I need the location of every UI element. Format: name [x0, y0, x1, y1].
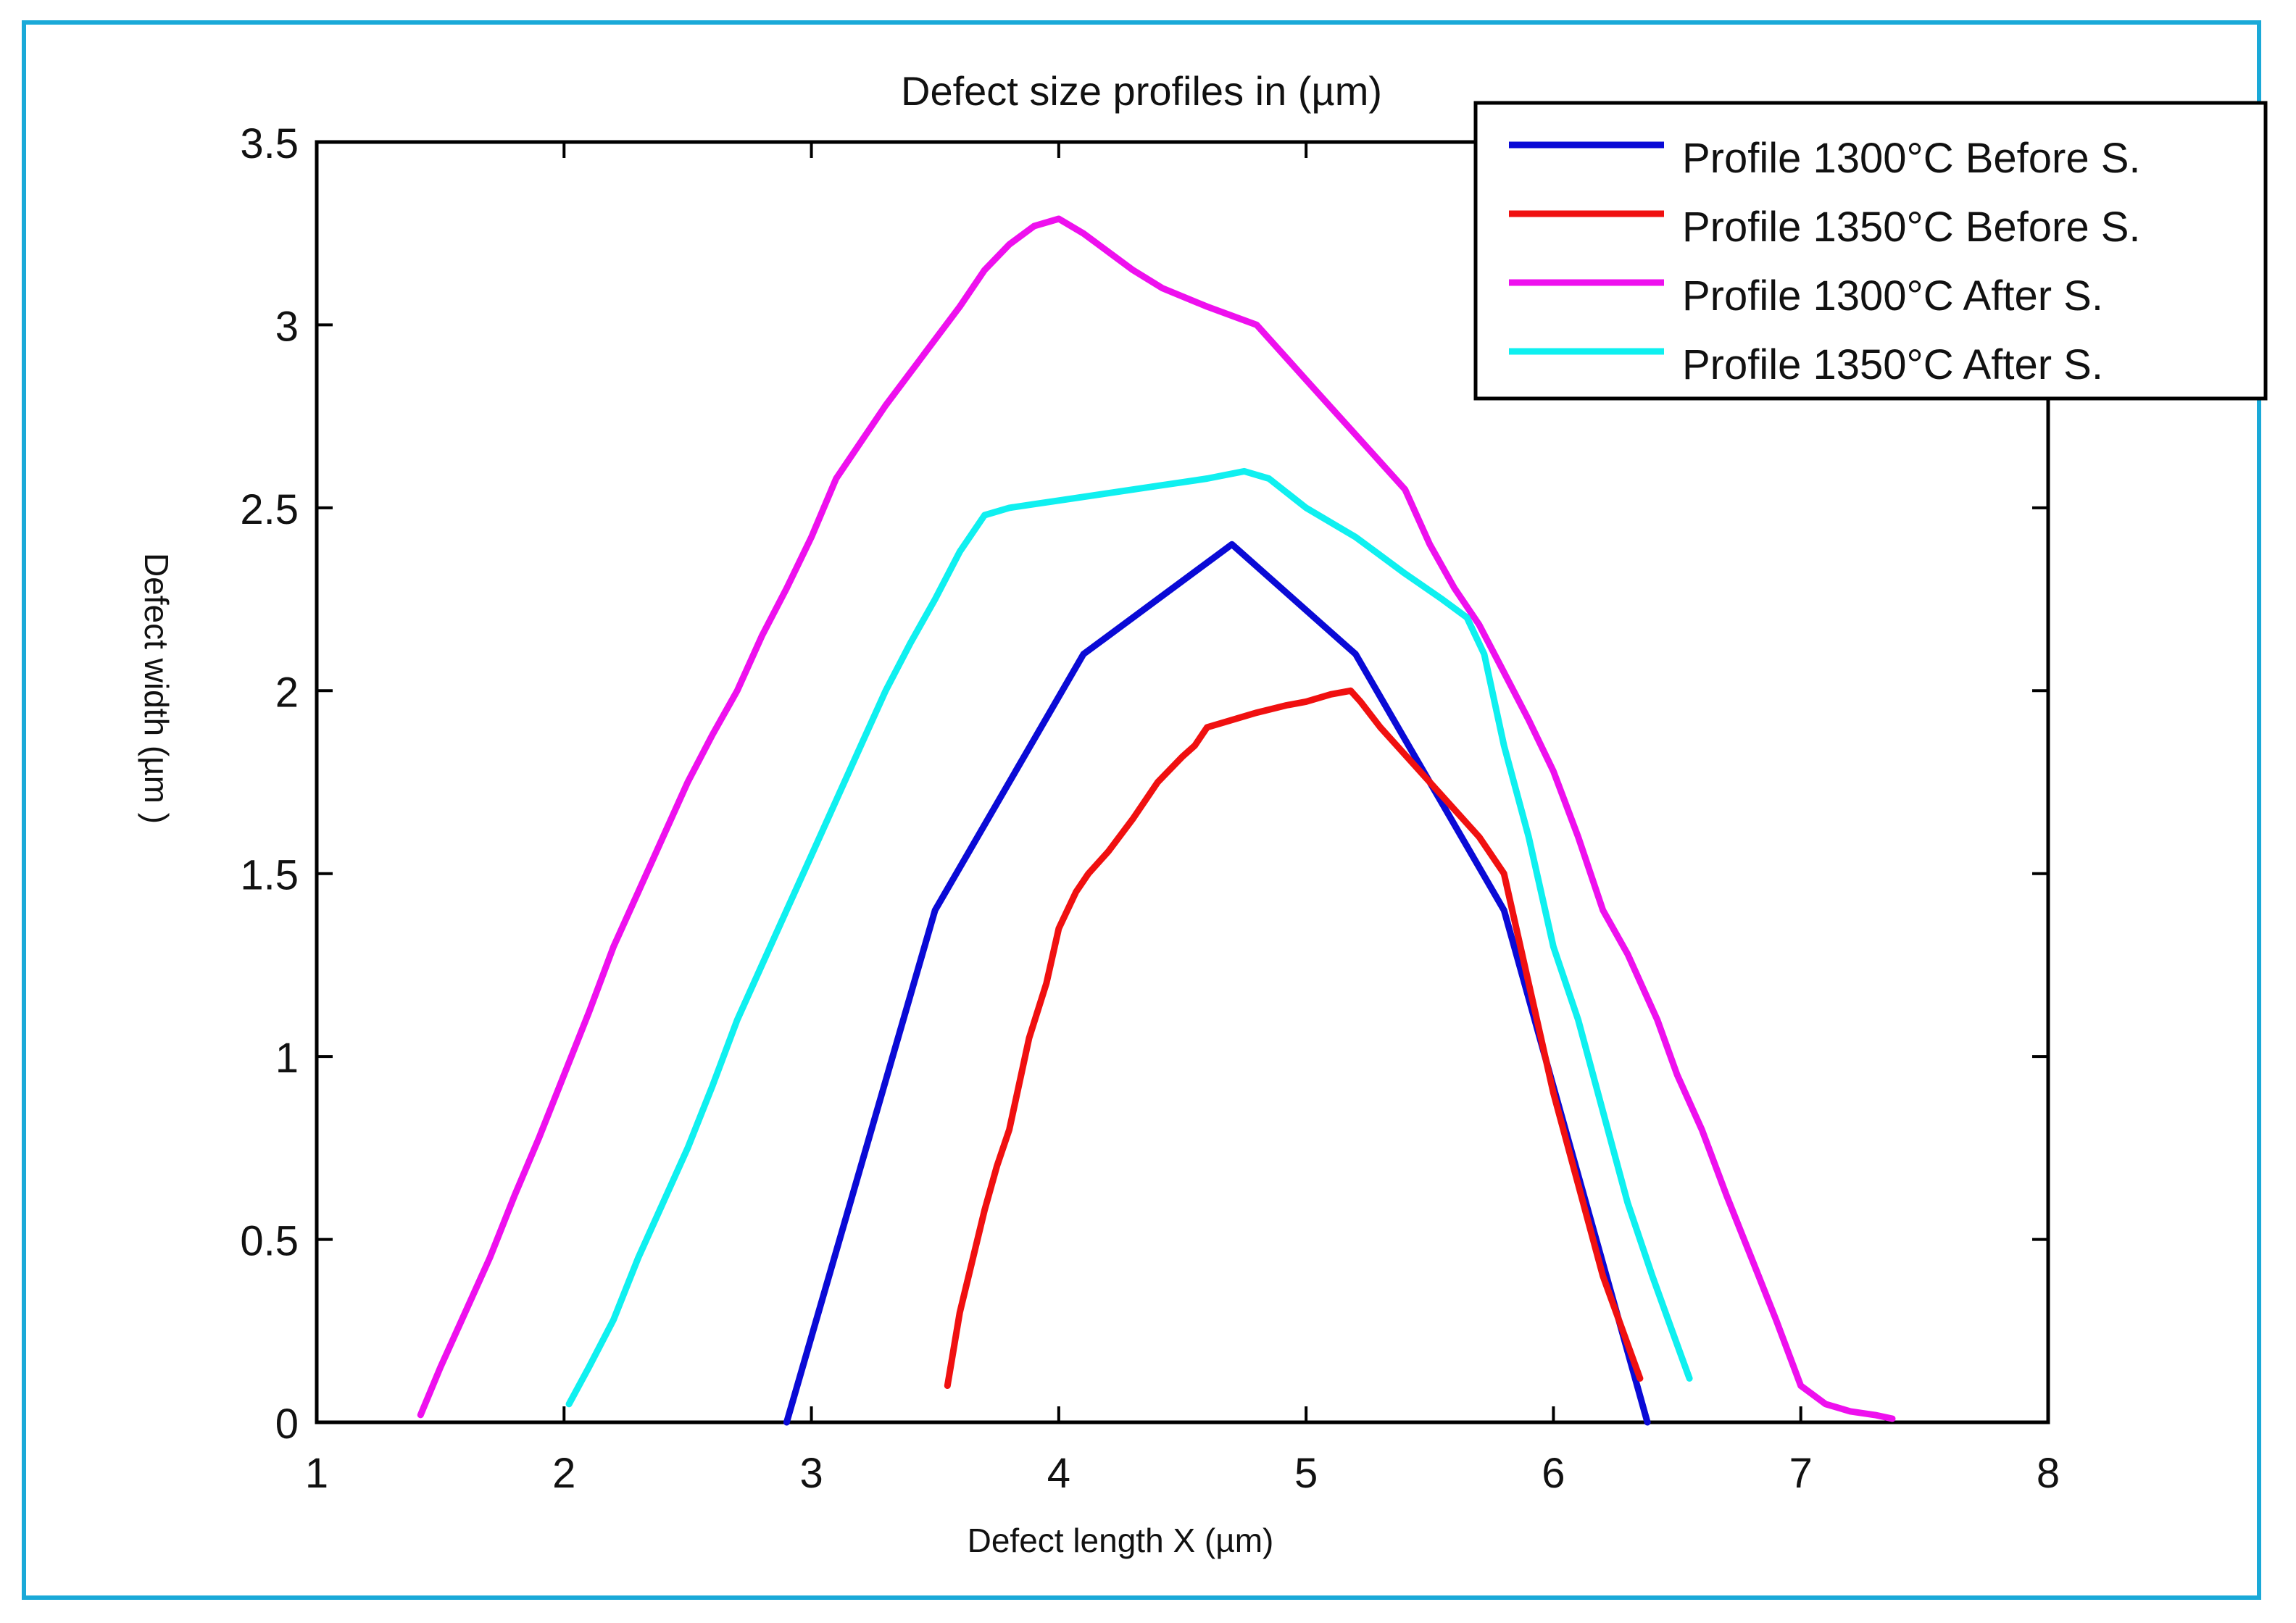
series-layer — [417, 215, 1896, 1426]
x-tick-label: 6 — [1542, 1450, 1565, 1497]
legend: Profile 1300°C Before S. Profile 1350°C B… — [1473, 101, 2268, 401]
x-tick-label: 3 — [799, 1450, 823, 1497]
y-tick-label: 1 — [275, 1035, 299, 1082]
y-tick-label: 1.5 — [240, 852, 299, 899]
x-tick-label: 2 — [552, 1450, 575, 1497]
x-tick-label: 8 — [2037, 1450, 2060, 1497]
y-tick-label: 0 — [275, 1401, 299, 1448]
series-line-1 — [783, 541, 1651, 1426]
legend-label: Profile 1350°C After S. — [1682, 341, 2103, 388]
plot-border — [315, 140, 2050, 1424]
chart-title: Defect size profiles in (µm) — [901, 68, 1382, 114]
series-line-2 — [944, 687, 1644, 1389]
x-tick-label: 7 — [1789, 1450, 1813, 1497]
y-tick-label: 2.5 — [240, 486, 299, 533]
series-line-3 — [417, 215, 1896, 1422]
y-tick-label: 0.5 — [240, 1218, 299, 1265]
x-tick-label: 5 — [1294, 1450, 1318, 1497]
legend-label: Profile 1300°C Before S. — [1682, 135, 2141, 182]
series-line-4 — [565, 467, 1693, 1408]
legend-label: Profile 1300°C After S. — [1682, 272, 2103, 320]
y-tick-label: 3.5 — [240, 120, 299, 167]
y-tick-label: 2 — [275, 669, 299, 716]
plot-area: 1 2 3 4 5 6 7 8 0 0.5 1 1.5 2 2.5 3 3.5 — [240, 120, 2060, 1497]
y-tick-label: 3 — [275, 303, 299, 350]
x-tick-label: 4 — [1047, 1450, 1070, 1497]
x-tick-label: 1 — [305, 1450, 328, 1497]
x-axis-title: Defect length X (µm) — [968, 1522, 1274, 1559]
y-axis-title: Defect width (µm ) — [138, 553, 175, 824]
legend-label: Profile 1350°C Before S. — [1682, 204, 2141, 251]
